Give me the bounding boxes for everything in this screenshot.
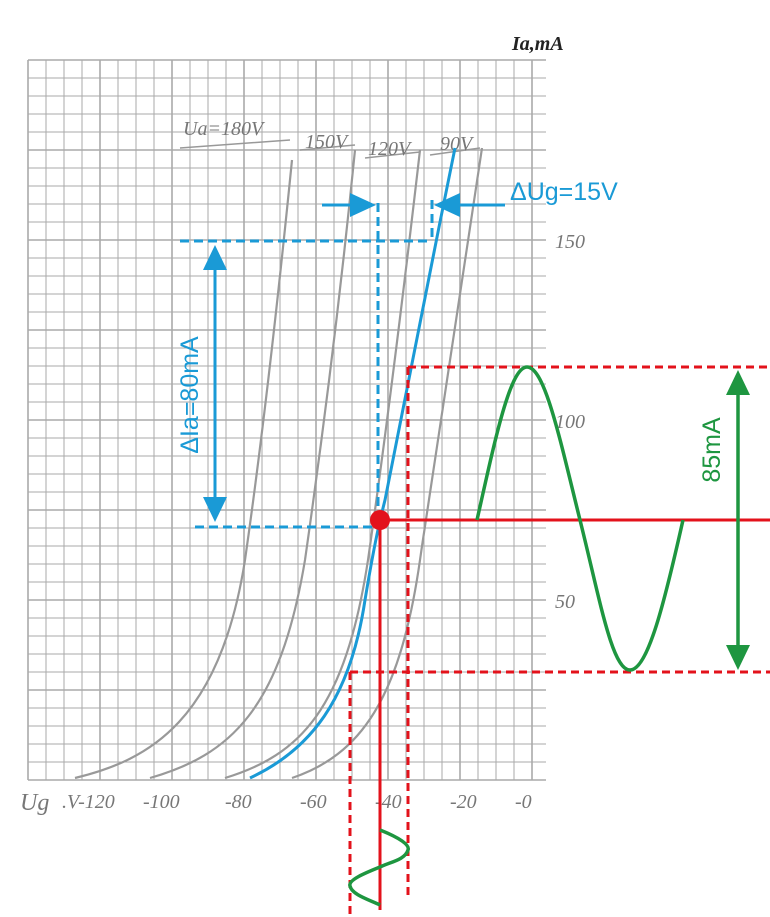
curves bbox=[74, 139, 484, 780]
x-tick-label: -20 bbox=[450, 791, 477, 813]
curve-label: Ua=180V bbox=[183, 118, 266, 140]
operating-point bbox=[370, 510, 390, 530]
curve-label: 120V bbox=[368, 138, 413, 160]
x-tick-label: .V-120 bbox=[62, 791, 115, 813]
curve-180v bbox=[74, 159, 294, 780]
curve-label: 150V bbox=[305, 131, 350, 153]
arrowhead bbox=[726, 370, 750, 395]
y-tick-label: 150 bbox=[555, 231, 585, 253]
y-tick-label: 50 bbox=[555, 591, 575, 613]
delta-ia-label: ΔIa=80mA bbox=[176, 336, 204, 454]
curve-leaders bbox=[179, 139, 481, 159]
swing-label: 85mA bbox=[698, 417, 726, 483]
arrowhead bbox=[203, 497, 227, 522]
arrowhead bbox=[434, 193, 460, 217]
output-wave bbox=[475, 365, 685, 672]
x-axis-title: Ug bbox=[20, 790, 49, 816]
x-tick-label: -40 bbox=[375, 791, 402, 813]
curve-90v bbox=[291, 147, 484, 780]
red-guides bbox=[348, 365, 770, 915]
arrowhead bbox=[726, 645, 750, 670]
x-tick-label: -80 bbox=[225, 791, 252, 813]
input-wave bbox=[348, 828, 410, 907]
curve-label: 90V bbox=[440, 133, 475, 155]
x-tick-label: -100 bbox=[143, 791, 180, 813]
curve-150v bbox=[149, 149, 357, 780]
x-tick-label: -0 bbox=[515, 791, 532, 813]
curve-120v bbox=[224, 149, 422, 780]
dashed-guides bbox=[180, 200, 434, 529]
arrowhead bbox=[203, 245, 227, 270]
x-tick-label: -60 bbox=[300, 791, 327, 813]
delta-ug-label: ΔUg=15V bbox=[510, 178, 618, 206]
blue-annotations bbox=[180, 147, 505, 780]
y-axis-title: Ia,mA bbox=[511, 33, 564, 55]
arrowhead bbox=[350, 193, 376, 217]
green-signals bbox=[348, 365, 740, 907]
y-tick-label: 100 bbox=[555, 411, 585, 433]
